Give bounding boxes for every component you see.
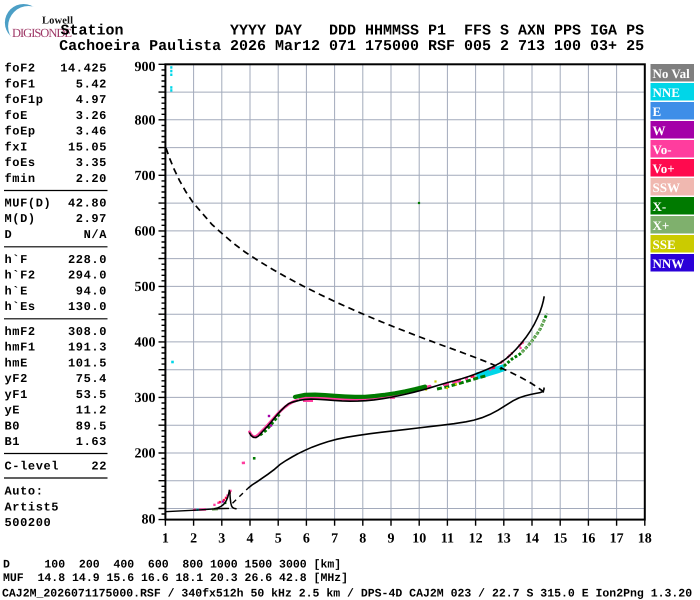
svg-text:hmE: hmE [5, 356, 28, 370]
svg-text:294.0: 294.0 [68, 269, 107, 283]
svg-text:17: 17 [610, 531, 624, 546]
svg-text:M(D): M(D) [5, 212, 36, 226]
svg-text:foEs: foEs [5, 156, 36, 170]
svg-text:Station: Station [61, 23, 124, 40]
svg-text:E: E [653, 104, 662, 119]
svg-text:hmF2: hmF2 [5, 325, 36, 339]
svg-text:3: 3 [218, 531, 225, 546]
svg-text:B0: B0 [5, 419, 21, 433]
svg-text:42.80: 42.80 [68, 196, 107, 210]
svg-text:800: 800 [135, 114, 156, 129]
svg-text:yE: yE [5, 404, 21, 418]
svg-text:8: 8 [359, 531, 366, 546]
svg-text:1.63: 1.63 [76, 435, 107, 449]
svg-text:Artist5: Artist5 [5, 500, 60, 514]
svg-text:fmin: fmin [5, 172, 36, 186]
svg-text:N/A: N/A [84, 228, 108, 242]
svg-text:foEp: foEp [5, 125, 36, 139]
svg-text:13: 13 [497, 531, 511, 546]
svg-text:2: 2 [190, 531, 197, 546]
svg-text:hmF1: hmF1 [5, 341, 36, 355]
svg-text:5.42: 5.42 [76, 77, 107, 91]
svg-text:4: 4 [247, 531, 254, 546]
svg-text:foF1: foF1 [5, 77, 36, 91]
svg-text:Vo+: Vo+ [653, 161, 675, 176]
svg-text:C-level: C-level [5, 460, 60, 474]
svg-text:NNW: NNW [653, 256, 685, 271]
svg-text:yF1: yF1 [5, 388, 28, 402]
svg-text:16: 16 [581, 531, 595, 546]
svg-text:228.0: 228.0 [68, 253, 107, 267]
svg-text:1: 1 [162, 531, 169, 546]
svg-text:Vo-: Vo- [653, 142, 672, 157]
svg-text:500: 500 [135, 280, 156, 295]
svg-text:500200: 500200 [5, 516, 52, 530]
svg-text:80: 80 [142, 513, 156, 528]
svg-text:X+: X+ [653, 218, 670, 233]
svg-text:DIGISONDE: DIGISONDE [12, 26, 72, 40]
svg-text:101.5: 101.5 [68, 356, 107, 370]
svg-text:700: 700 [135, 169, 156, 184]
svg-text:fxI: fxI [5, 140, 28, 154]
svg-text:12: 12 [469, 531, 483, 546]
svg-text:h`F: h`F [5, 253, 28, 267]
svg-text:Cachoeira Paulista: Cachoeira Paulista [59, 38, 221, 55]
svg-text:Auto:: Auto: [5, 484, 44, 498]
svg-text:2026 Mar12 071 175000 RSF 005: 2026 Mar12 071 175000 RSF 005 2 713 100 … [230, 38, 644, 55]
svg-text:D: D [5, 228, 13, 242]
svg-text:h`F2: h`F2 [5, 269, 36, 283]
svg-text:75.4: 75.4 [76, 372, 107, 386]
svg-text:10: 10 [412, 531, 426, 546]
svg-text:5: 5 [275, 531, 282, 546]
svg-text:X-: X- [653, 199, 667, 214]
svg-text:D 100 200 400 600 800: D 100 200 400 600 800 1000 1500 3000 [km… [3, 559, 341, 572]
svg-text:yF2: yF2 [5, 372, 28, 386]
svg-text:W: W [653, 123, 666, 138]
svg-text:53.5: 53.5 [76, 388, 107, 402]
svg-text:900: 900 [135, 60, 156, 75]
svg-text:600: 600 [135, 225, 156, 240]
svg-text:130.0: 130.0 [68, 300, 107, 314]
svg-text:300: 300 [135, 391, 156, 406]
svg-text:200: 200 [135, 447, 156, 462]
svg-text:400: 400 [135, 336, 156, 351]
svg-text:22: 22 [91, 460, 107, 474]
svg-text:SSE: SSE [653, 237, 676, 252]
svg-text:94.0: 94.0 [76, 284, 107, 298]
svg-text:MUF(D): MUF(D) [5, 196, 52, 210]
svg-text:3.26: 3.26 [76, 109, 107, 123]
svg-text:h`E: h`E [5, 284, 28, 298]
svg-text:CAJ2M_2026071175000.RSF / 340f: CAJ2M_2026071175000.RSF / 340fx512h 50 k… [2, 588, 692, 600]
svg-text:15: 15 [553, 531, 567, 546]
svg-text:191.3: 191.3 [68, 341, 107, 355]
svg-text:18: 18 [638, 531, 652, 546]
svg-text:4.97: 4.97 [76, 93, 107, 107]
svg-text:89.5: 89.5 [76, 419, 107, 433]
svg-text:15.05: 15.05 [68, 140, 107, 154]
svg-text:foF1p: foF1p [5, 93, 44, 107]
svg-text:NNE: NNE [653, 85, 680, 100]
svg-text:9: 9 [388, 531, 395, 546]
svg-text:2.20: 2.20 [76, 172, 107, 186]
svg-text:308.0: 308.0 [68, 325, 107, 339]
svg-text:h`Es: h`Es [5, 300, 36, 314]
svg-text:14: 14 [525, 531, 539, 546]
svg-text:foE: foE [5, 109, 28, 123]
svg-text:2.97: 2.97 [76, 212, 107, 226]
svg-text:3.46: 3.46 [76, 125, 107, 139]
svg-text:11: 11 [441, 531, 454, 546]
svg-text:YYYY DAY DDD HHMMSS P1 FFS: YYYY DAY DDD HHMMSS P1 FFS S AXN PPS IGA… [230, 23, 644, 40]
svg-text:SSW: SSW [653, 180, 680, 195]
svg-text:foF2: foF2 [5, 62, 36, 76]
svg-text:11.2: 11.2 [76, 404, 107, 418]
svg-text:MUF 14.8 14.9 15.6 16.6 18.1: MUF 14.8 14.9 15.6 16.6 18.1 20.3 26.6 4… [3, 572, 348, 585]
svg-text:No Val: No Val [653, 66, 691, 81]
svg-text:3.35: 3.35 [76, 156, 107, 170]
svg-text:7: 7 [331, 531, 338, 546]
svg-text:14.425: 14.425 [60, 62, 107, 76]
svg-text:Lowell: Lowell [42, 16, 73, 27]
svg-text:B1: B1 [5, 435, 21, 449]
svg-text:6: 6 [303, 531, 310, 546]
